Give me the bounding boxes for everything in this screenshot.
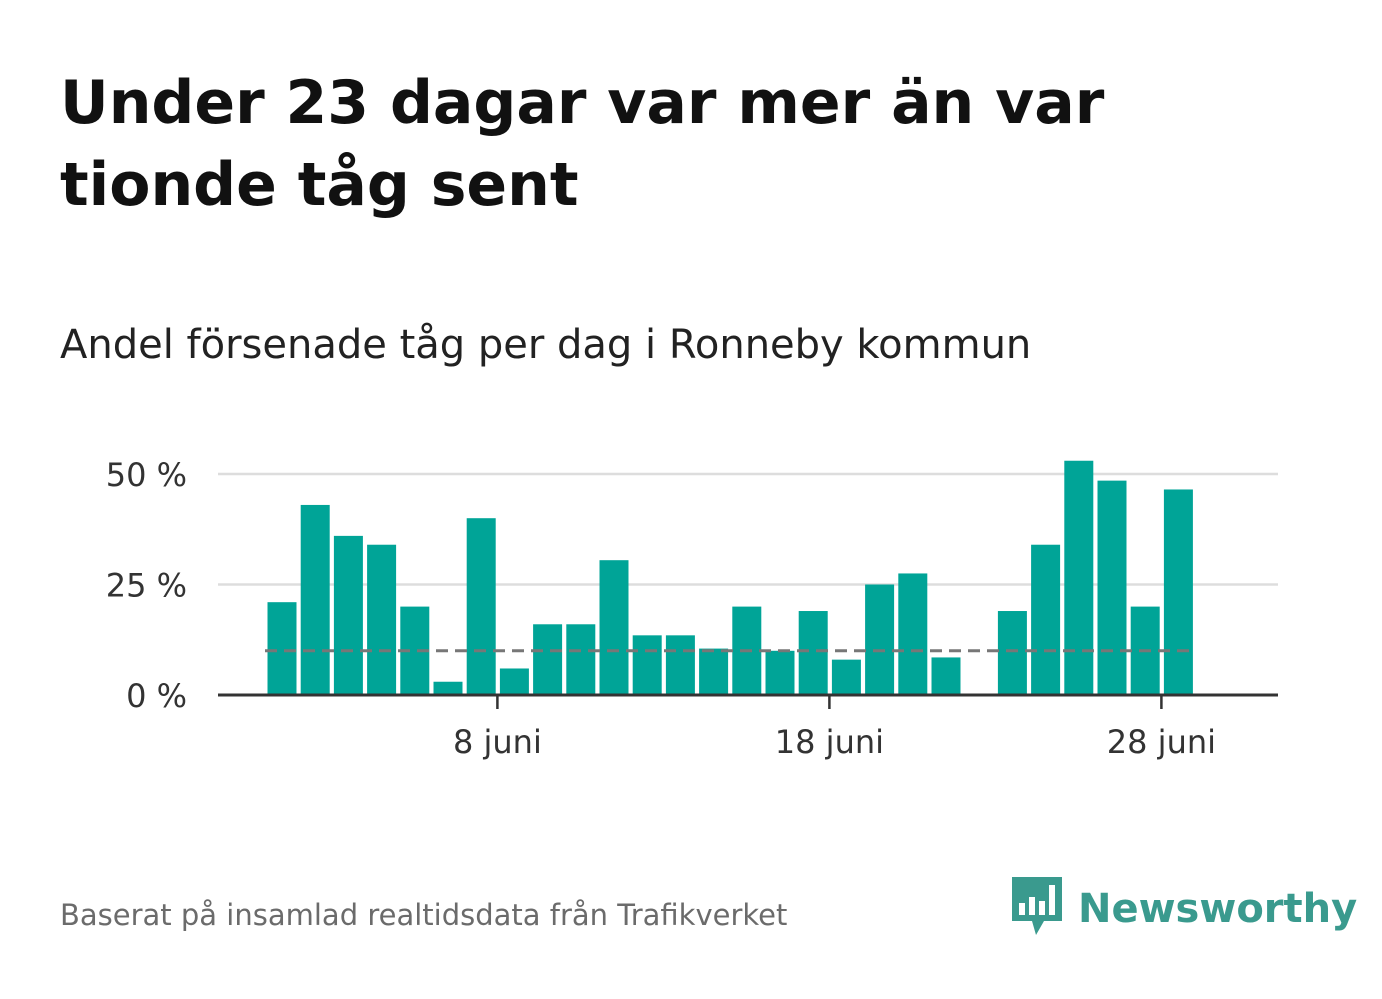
chart-title: Under 23 dagar var mer än var tionde tåg…	[60, 68, 1105, 220]
bar	[699, 648, 729, 695]
bar	[865, 584, 895, 695]
bar	[1064, 460, 1094, 695]
bar	[798, 611, 828, 695]
bar	[632, 635, 662, 695]
bar	[333, 535, 363, 695]
newsworthy-logo: Newsworthy	[1010, 876, 1357, 942]
bar	[533, 624, 563, 695]
bar	[1031, 544, 1061, 695]
bars	[267, 460, 1193, 695]
bar	[831, 659, 861, 695]
bar	[367, 544, 397, 695]
x-tick-label: 8 juni	[453, 723, 542, 761]
bar	[665, 635, 695, 695]
bar	[997, 611, 1027, 695]
bar	[1163, 489, 1193, 695]
bar	[599, 560, 629, 695]
tick-labels: 0 % 25 % 50 % 8 juni 18 juni 28 juni	[106, 456, 1216, 761]
bar	[433, 681, 463, 695]
bar	[300, 504, 330, 695]
x-tick-label: 28 juni	[1107, 723, 1216, 761]
bar	[1097, 480, 1127, 695]
bar	[499, 668, 529, 695]
bar	[466, 518, 496, 695]
bar-chart-bubble-icon	[1010, 875, 1064, 943]
y-tick-label: 50 %	[106, 456, 187, 494]
x-tick-label: 18 juni	[775, 723, 884, 761]
bar	[931, 657, 961, 695]
bar	[898, 573, 928, 695]
chart-subtitle: Andel försenade tåg per dag i Ronneby ko…	[60, 322, 1032, 368]
axes	[218, 693, 1278, 709]
y-tick-label: 0 %	[126, 677, 187, 715]
bar	[765, 650, 795, 695]
bar	[566, 624, 596, 695]
bar	[267, 602, 297, 695]
brand-name: Newsworthy	[1078, 886, 1358, 932]
source-note: Baserat på insamlad realtidsdata från Tr…	[60, 898, 788, 932]
y-tick-label: 25 %	[106, 567, 187, 605]
